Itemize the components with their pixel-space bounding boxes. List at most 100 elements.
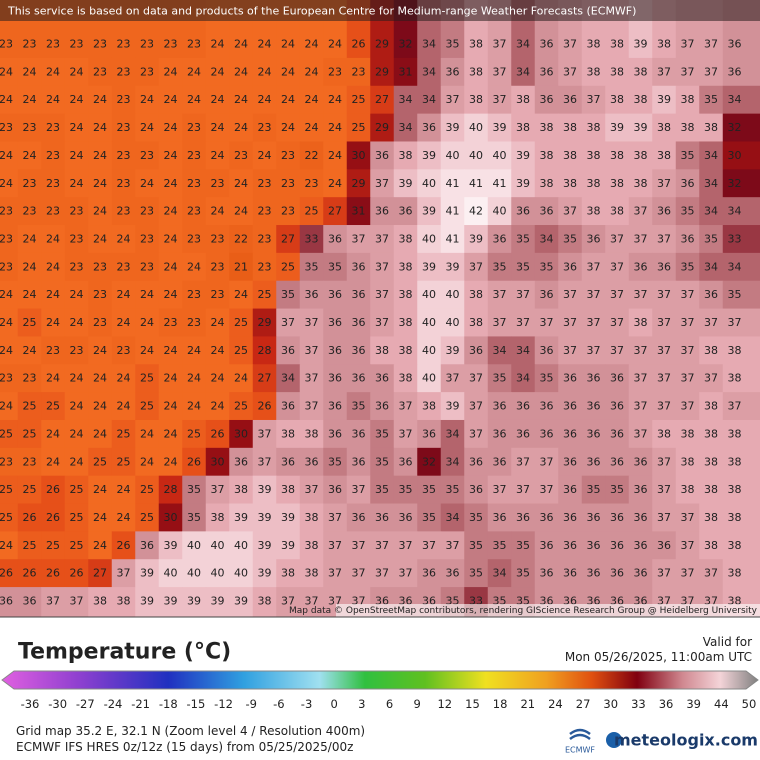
temperature-cell [558, 85, 583, 115]
temperature-value: 41 [446, 205, 460, 218]
temperature-cell [17, 336, 42, 365]
temperature-value: 23 [187, 149, 201, 162]
temperature-value: 34 [728, 93, 742, 106]
temperature-value: 39 [493, 121, 507, 134]
temperature-cell [229, 252, 254, 282]
temperature-cell [64, 447, 89, 477]
temperature-value: 24 [211, 372, 225, 385]
temperature-value: 38 [540, 177, 554, 190]
temperature-value: 40 [422, 316, 436, 329]
brand-icon [606, 732, 622, 748]
temperature-cell [111, 503, 136, 532]
temperature-cell [229, 531, 254, 560]
temperature-value: 23 [187, 177, 201, 190]
temperature-cell [605, 419, 630, 449]
temperature-value: 37 [634, 205, 648, 218]
temperature-cell [699, 113, 724, 142]
temperature-value: 24 [211, 400, 225, 413]
temperature-value: 23 [93, 316, 107, 329]
temperature-cell [464, 252, 489, 282]
temperature-cell [722, 57, 760, 87]
temperature-value: 38 [281, 483, 295, 496]
temperature-cell [346, 280, 371, 310]
temperature-cell [135, 364, 160, 393]
temperature-cell [722, 141, 760, 170]
temperature-value: 37 [657, 567, 671, 580]
temperature-cell [64, 85, 89, 115]
temperature-value: 26 [23, 511, 37, 524]
temperature-cell [158, 364, 183, 393]
attribution[interactable]: Map data © OpenStreetMap contributors, r… [289, 606, 758, 616]
temperature-cell [64, 475, 89, 505]
temperature-cell [581, 169, 606, 198]
temperature-cell [229, 419, 254, 449]
temperature-value: 36 [352, 344, 366, 357]
temperature-value: 37 [657, 232, 671, 245]
temperature-cell [41, 57, 66, 87]
temperature-cell [370, 252, 395, 282]
temperature-cell [158, 169, 183, 198]
temperature-value: 37 [657, 400, 671, 413]
temperature-cell [464, 280, 489, 310]
temperature-cell [393, 197, 418, 226]
temperature-value: 39 [399, 177, 413, 190]
temperature-cell [417, 280, 442, 310]
temperature-cell [370, 197, 395, 226]
temperature-value: 26 [46, 567, 60, 580]
temperature-value: 27 [328, 205, 342, 218]
temperature-value: 36 [352, 455, 366, 468]
temperature-value: 38 [281, 567, 295, 580]
temperature-cell [323, 475, 348, 505]
temperature-value: 23 [46, 149, 60, 162]
temperature-cell [534, 475, 559, 505]
temperature-value: 36 [493, 511, 507, 524]
temperature-value: 39 [164, 539, 178, 552]
temperature-value: 37 [610, 344, 624, 357]
temperature-value: 36 [352, 372, 366, 385]
temperature-value: 36 [587, 455, 601, 468]
temperature-cell [628, 419, 653, 449]
temperature-cell [393, 280, 418, 310]
temperature-cell [41, 559, 66, 588]
temperature-cell [88, 141, 113, 170]
temperature-cell [511, 419, 536, 449]
temperature-cell [652, 252, 677, 282]
temperature-value: 39 [258, 483, 272, 496]
temperature-value: 40 [493, 149, 507, 162]
temperature-cell [17, 531, 42, 560]
temperature-value: 37 [375, 260, 389, 273]
temperature-value: 38 [375, 344, 389, 357]
temperature-cell [370, 85, 395, 115]
temperature-cell [464, 141, 489, 170]
temperature-value: 37 [493, 483, 507, 496]
temperature-cell [0, 197, 19, 226]
temperature-value: 36 [234, 455, 248, 468]
temperature-value: 36 [681, 232, 695, 245]
temperature-value: 24 [164, 288, 178, 301]
temperature-cell [182, 113, 207, 142]
ecmwf-logo[interactable]: ECMWF [565, 746, 595, 755]
map[interactable]: 23 23 23 23 23 23 23 23 23 24 24 24 24 24 24 26 29 32 34 35… [0, 0, 760, 618]
temperature-value: 35 [540, 372, 554, 385]
temperature-value: 24 [70, 427, 84, 440]
temperature-value: 26 [0, 567, 13, 580]
temperature-cell [675, 503, 700, 532]
temperature-cell [605, 392, 630, 421]
temperature-cell [299, 308, 324, 337]
temperature-cell [581, 197, 606, 226]
temperature-value: 38 [117, 595, 131, 608]
temperature-value: 24 [0, 288, 13, 301]
temperature-cell [581, 531, 606, 560]
temperature-value: 36 [610, 372, 624, 385]
temperature-value: 23 [46, 344, 60, 357]
temperature-cell [417, 336, 442, 365]
temperature-value: 34 [446, 455, 460, 468]
temperature-value: 23 [0, 38, 13, 51]
temperature-cell [252, 113, 277, 142]
temperature-value: 23 [70, 232, 84, 245]
brand[interactable]: meteologix.com [614, 731, 758, 750]
colorbar-tick-label: 3 [358, 697, 365, 711]
temperature-value: 35 [375, 483, 389, 496]
temperature-value: 36 [422, 427, 436, 440]
temperature-cell [205, 587, 230, 618]
